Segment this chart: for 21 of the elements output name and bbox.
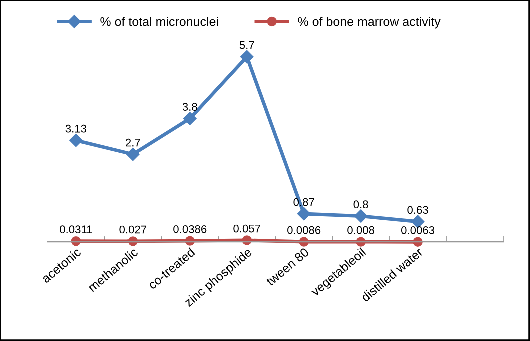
legend-label: % of total micronuclei bbox=[100, 17, 218, 26]
data-label: 5.7 bbox=[240, 41, 254, 50]
legend-label: % of bone marrow activity bbox=[298, 17, 441, 29]
data-label: 0.057 bbox=[234, 224, 260, 233]
data-label: 3.8 bbox=[182, 103, 198, 112]
point bbox=[70, 134, 83, 148]
point bbox=[354, 210, 368, 223]
data-label: 0.027 bbox=[120, 226, 147, 234]
data-label: 0.008 bbox=[348, 226, 374, 234]
data-label: 0.63 bbox=[408, 206, 428, 214]
data-label: 0.8 bbox=[354, 200, 368, 209]
data-label: 3.13 bbox=[66, 124, 87, 133]
point bbox=[240, 50, 254, 64]
data-label: 0.0086 bbox=[288, 226, 321, 234]
point bbox=[298, 207, 311, 221]
data-label: 2.7 bbox=[126, 138, 140, 147]
point bbox=[184, 112, 197, 126]
data-label: 0.0063 bbox=[401, 226, 435, 234]
point bbox=[126, 148, 140, 162]
data-label: 0.0386 bbox=[174, 225, 207, 234]
data-label: 0.0311 bbox=[60, 226, 92, 234]
